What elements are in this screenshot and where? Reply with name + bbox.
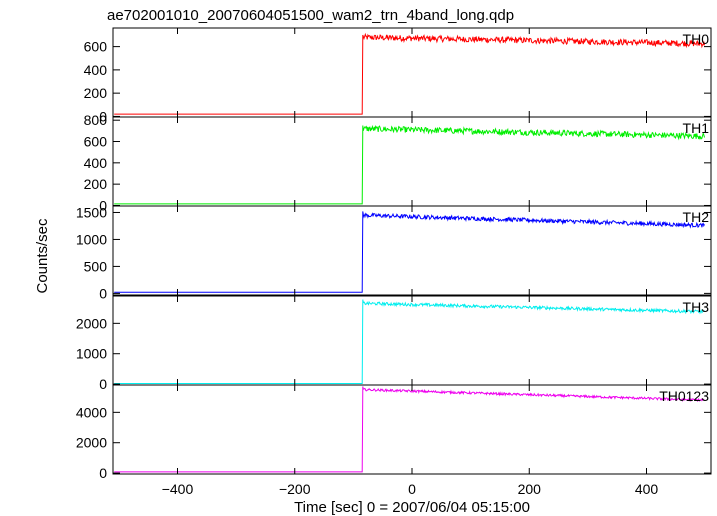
panel-label: TH1 [683,120,710,136]
panel-stack: 0 200 400 600 TH0 0 200 400 600 800 TH1 0 500 1000 150… [76,27,712,497]
panel-label: TH3 [683,299,710,315]
panel-th2: 0 500 1000 1500 TH2 [76,204,712,301]
x-tick-label: 0 [408,481,416,497]
panel-label: TH0123 [659,388,709,404]
y-tick-label: 400 [84,155,108,171]
y-tick-label: 0 [99,197,107,213]
y-tick-label: 0 [99,108,107,124]
x-tick-label: −400 [162,481,194,497]
x-tick-label: 400 [635,481,659,497]
y-tick-label: 500 [84,258,108,274]
y-tick-label: 2000 [76,435,107,451]
y-tick-label: 0 [99,376,107,392]
series-line-th0 [114,32,705,115]
panel-th0123: 0 2000 4000 TH0123 [76,384,712,481]
panel-frame [112,384,712,475]
panel-frame [112,295,712,386]
series-line-th3 [114,299,705,384]
y-tick-label: 400 [84,62,108,78]
y-tick-label: 2000 [76,315,107,331]
series-line-th0123 [114,386,705,473]
y-axis-label: Counts/sec [34,218,51,294]
y-tick-label: 1500 [76,204,107,220]
panel-th1: 0 200 400 600 800 TH1 [84,112,712,213]
y-tick-label: 200 [84,176,108,192]
series-line-th1 [114,124,705,205]
y-tick-label: 600 [84,134,108,150]
y-tick-label: 4000 [76,404,107,420]
chart-title: ae702001010_20070604051500_wam2_trn_4ban… [107,7,514,24]
x-tick-label: −200 [279,481,311,497]
panel-label: TH2 [683,209,710,225]
panel-th0: 0 200 400 600 TH0 [84,27,712,124]
panel-label: TH0 [683,31,710,47]
panel-th3: 0 1000 2000 TH3 [76,295,712,392]
x-axis-label: Time [sec] 0 = 2007/06/04 05:15:00 [294,499,530,516]
y-tick-label: 1000 [76,231,107,247]
y-tick-label: 0 [99,465,107,481]
y-tick-label: 0 [99,285,107,301]
panel-frame [112,205,712,296]
x-tick-label: 200 [518,481,542,497]
y-tick-label: 800 [84,112,108,128]
y-tick-label: 600 [84,39,108,55]
panel-frame [112,116,712,207]
series-line-th2 [114,211,705,293]
y-tick-label: 1000 [76,346,107,362]
y-tick-label: 200 [84,85,108,101]
